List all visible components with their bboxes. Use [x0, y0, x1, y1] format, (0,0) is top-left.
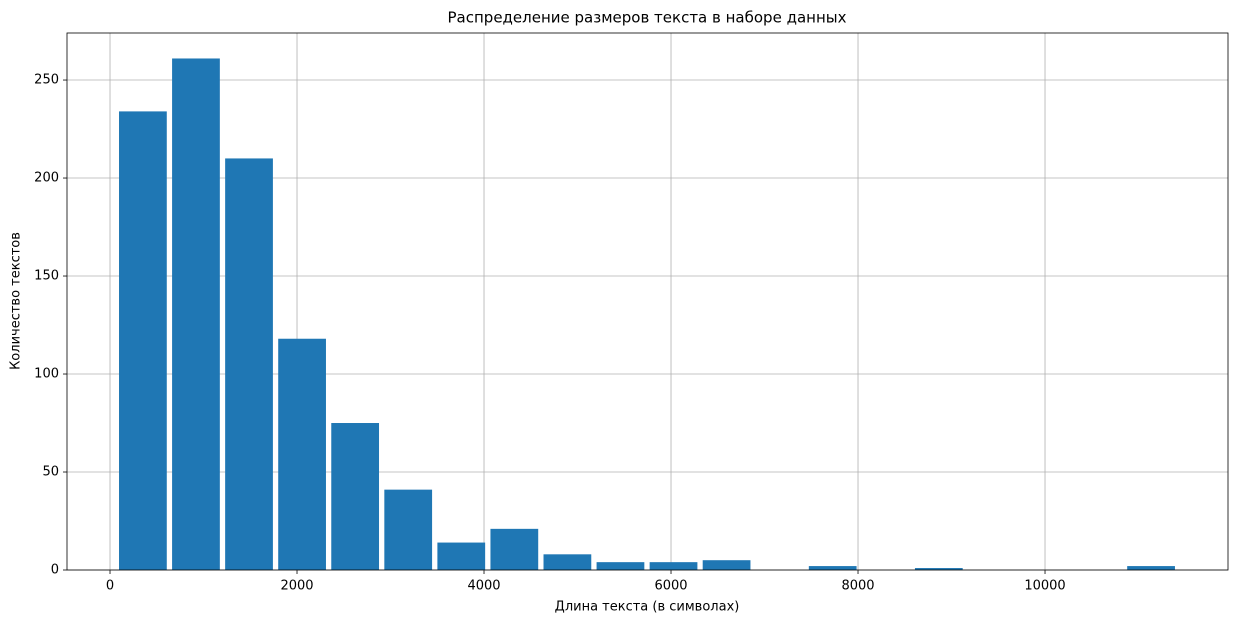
- bar: [172, 58, 220, 571]
- bar: [543, 554, 592, 570]
- bar: [278, 338, 326, 570]
- bar: [331, 423, 380, 570]
- bar: [384, 489, 433, 570]
- bar: [702, 560, 751, 570]
- bar: [649, 562, 698, 570]
- x-axis-label: Длина текста (в символах): [555, 600, 740, 615]
- bar: [490, 528, 539, 570]
- bar: [119, 111, 167, 570]
- x-tick-label: 2000: [280, 579, 313, 594]
- bar: [225, 158, 273, 570]
- plot-frame: [66, 32, 1229, 571]
- x-tick-label: 10000: [1024, 579, 1065, 594]
- y-axis-label: Количество текстов: [9, 232, 24, 370]
- x-tick-label: 6000: [654, 579, 687, 594]
- y-tick-label: 250: [34, 73, 59, 88]
- y-tick-label: 50: [42, 465, 59, 480]
- y-tick-label: 150: [34, 269, 59, 284]
- bar: [914, 568, 963, 570]
- chart-title: Распределение размеров текста в наборе д…: [448, 9, 847, 27]
- x-tick-label: 4000: [467, 579, 500, 594]
- x-tick-label: 0: [106, 579, 114, 594]
- y-tick-label: 200: [34, 171, 59, 186]
- x-tick-label: 8000: [841, 579, 874, 594]
- bar: [1127, 566, 1175, 570]
- y-tick-label: 0: [51, 563, 59, 578]
- bar: [596, 562, 645, 570]
- bar: [437, 542, 486, 570]
- y-tick-label: 100: [34, 367, 59, 382]
- bar: [808, 566, 857, 570]
